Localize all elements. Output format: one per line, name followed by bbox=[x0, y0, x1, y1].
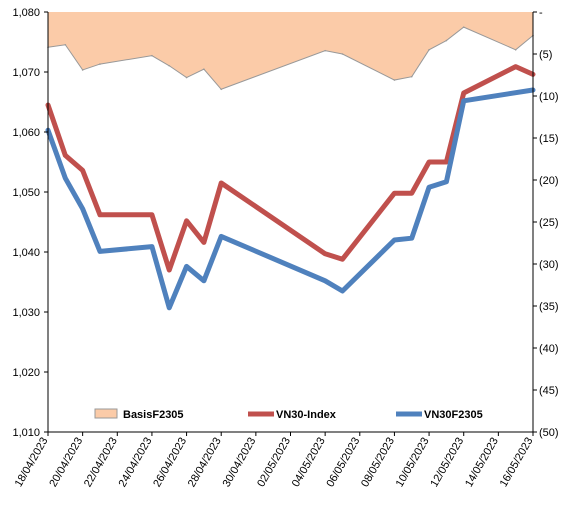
vn30-index-point bbox=[81, 168, 85, 172]
legend-label-vn30-index: VN30-Index bbox=[276, 409, 337, 421]
x-axis-tick-label: 20/04/2023 bbox=[47, 436, 85, 490]
right-axis-tick-label: (15) bbox=[539, 133, 559, 145]
basis-point bbox=[462, 26, 465, 28]
vn30-index-point bbox=[150, 213, 154, 217]
basis-point bbox=[445, 39, 448, 42]
vn30-index-point bbox=[392, 191, 396, 195]
vn30-index-point bbox=[63, 153, 67, 157]
vn30f2305-point bbox=[98, 249, 102, 253]
right-axis-tick-label: (10) bbox=[539, 91, 559, 103]
vn30-index-point bbox=[444, 160, 448, 164]
vn30f2305-point bbox=[444, 180, 448, 184]
right-axis-tick-label: (40) bbox=[539, 343, 559, 355]
left-axis-tick-label: 1,060 bbox=[12, 127, 40, 139]
x-axis-tick-label: 06/05/2023 bbox=[324, 436, 362, 490]
right-axis-tick-label: (25) bbox=[539, 217, 559, 229]
left-axis-tick-label: 1,030 bbox=[12, 307, 40, 319]
basis-point bbox=[341, 53, 344, 55]
vn30f2305-point bbox=[81, 207, 85, 211]
x-axis-tick-label: 22/04/2023 bbox=[82, 436, 120, 490]
x-axis-tick-label: 16/05/2023 bbox=[498, 436, 536, 490]
vn30f2305-point bbox=[392, 238, 396, 242]
legend-label-basis: BasisF2305 bbox=[123, 409, 184, 421]
left-axis-tick-label: 1,080 bbox=[12, 7, 40, 19]
basis-point bbox=[81, 69, 84, 71]
vn30f2305-point bbox=[63, 176, 67, 180]
basis-area-outline bbox=[47, 26, 534, 90]
vn30f2305-point bbox=[427, 185, 431, 189]
left-axis-tick-label: 1,050 bbox=[12, 187, 40, 199]
vn30f2305-point bbox=[462, 99, 466, 103]
vn30-index-point bbox=[98, 213, 102, 217]
vn30-index-point bbox=[167, 268, 171, 272]
vn30-index-point bbox=[427, 160, 431, 164]
vn30-index-point bbox=[462, 91, 466, 95]
vn30f2305-point bbox=[410, 236, 414, 240]
vn30f2305-point bbox=[167, 306, 171, 310]
vn30-index-point bbox=[202, 240, 206, 244]
x-axis-tick-label: 26/04/2023 bbox=[151, 436, 189, 490]
basis-point bbox=[185, 76, 188, 79]
x-axis-tick-label: 10/05/2023 bbox=[394, 436, 432, 490]
vn30-index-point bbox=[323, 252, 327, 256]
x-axis-tick-label: 08/05/2023 bbox=[359, 436, 397, 490]
right-axis-tick-label: (5) bbox=[539, 49, 552, 61]
x-axis-tick-label: 30/04/2023 bbox=[221, 436, 259, 490]
right-axis-tick-label: (50) bbox=[539, 427, 559, 439]
legend-label-vn30f: VN30F2305 bbox=[424, 409, 483, 421]
vn30-index-point bbox=[410, 191, 414, 195]
basis-point bbox=[168, 64, 171, 67]
x-axis-tick-label: 24/04/2023 bbox=[117, 436, 155, 490]
vn30f2305-point bbox=[185, 264, 189, 268]
vn30-index-point bbox=[340, 257, 344, 261]
vn30f2305-point bbox=[323, 279, 327, 283]
vn30f2305-point bbox=[219, 234, 223, 238]
basis-point bbox=[324, 49, 326, 52]
basis-point bbox=[64, 43, 67, 46]
basis-point bbox=[514, 49, 517, 51]
right-axis-tick-label: (20) bbox=[539, 175, 559, 187]
axis-layer bbox=[44, 11, 537, 436]
vn30f2305-point bbox=[202, 279, 206, 283]
legend: BasisF2305 VN30-Index VN30F2305 bbox=[94, 408, 483, 421]
vn30f2305-line bbox=[45, 87, 536, 311]
right-axis-tick-label: (35) bbox=[539, 301, 559, 313]
x-axis-tick-label: 14/05/2023 bbox=[463, 436, 501, 490]
vn30-index-point bbox=[185, 219, 189, 223]
x-axis-tick-label: 02/05/2023 bbox=[255, 436, 293, 490]
right-axis-tick-label: - bbox=[539, 7, 543, 19]
x-axis-tick-label: 18/04/2023 bbox=[13, 436, 51, 490]
vn30f2305-point bbox=[150, 245, 154, 249]
basis-point bbox=[151, 54, 153, 57]
right-axis-tick-label: (45) bbox=[539, 385, 559, 397]
vn30-index-point bbox=[514, 65, 518, 69]
vn30-index-point bbox=[219, 181, 223, 185]
basis-point bbox=[410, 75, 413, 78]
vn30-index-line bbox=[45, 64, 536, 273]
basis-area-layer bbox=[47, 12, 534, 91]
vn30f2305-point bbox=[340, 289, 344, 293]
basis-point bbox=[220, 88, 223, 91]
right-axis-tick-label: (30) bbox=[539, 259, 559, 271]
x-axis-tick-label: 04/05/2023 bbox=[290, 436, 328, 490]
basis-point bbox=[428, 49, 430, 51]
left-axis-tick-label: 1,020 bbox=[12, 367, 40, 379]
left-axis-tick-label: 1,040 bbox=[12, 247, 40, 259]
left-axis-tick-label: 1,010 bbox=[12, 427, 40, 439]
x-axis-tick-label: 12/05/2023 bbox=[428, 436, 466, 490]
x-axis-tick-label: 28/04/2023 bbox=[186, 436, 224, 490]
basis-point bbox=[393, 79, 396, 81]
line-series-layer bbox=[45, 64, 536, 311]
basis-area bbox=[48, 12, 533, 90]
left-axis-tick-label: 1,070 bbox=[12, 67, 40, 79]
basis-point bbox=[203, 68, 205, 70]
basis-point bbox=[99, 63, 101, 65]
legend-swatch-basis bbox=[94, 408, 118, 419]
